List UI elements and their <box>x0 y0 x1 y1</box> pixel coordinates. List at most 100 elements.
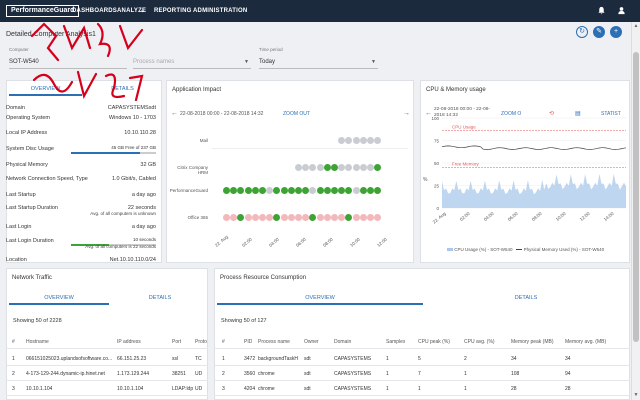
impact-dot[interactable] <box>359 186 367 194</box>
impact-dot[interactable] <box>280 213 288 221</box>
impact-dot[interactable] <box>345 136 353 144</box>
impact-dot[interactable] <box>352 163 360 171</box>
impact-dot[interactable] <box>331 186 338 194</box>
impact-dot[interactable] <box>316 213 324 221</box>
zoom-out-button[interactable]: ZOOM OUT <box>283 111 310 117</box>
impact-dot[interactable] <box>359 163 367 171</box>
impact-dot[interactable] <box>316 186 324 194</box>
nav-dashboards[interactable]: DASHBOARDS <box>72 8 118 14</box>
column-header[interactable]: Owner <box>304 339 319 345</box>
impact-dot[interactable] <box>323 186 331 194</box>
impact-dot[interactable] <box>352 213 360 221</box>
impact-dot[interactable] <box>374 186 382 194</box>
impact-dot[interactable] <box>374 163 382 171</box>
impact-dot[interactable] <box>244 186 252 194</box>
impact-dot[interactable] <box>367 186 374 194</box>
impact-dot[interactable] <box>237 213 245 221</box>
impact-dot[interactable] <box>338 186 346 194</box>
impact-dot[interactable] <box>280 186 288 194</box>
column-header[interactable]: PID <box>244 339 253 345</box>
page-scrollbar[interactable]: ▲ ▼ <box>631 22 640 400</box>
impact-dot[interactable] <box>273 213 281 221</box>
tab-overview[interactable]: OVERVIEW <box>217 295 423 305</box>
impact-dot[interactable] <box>223 186 230 194</box>
forward-arrow-icon[interactable]: → <box>403 110 410 117</box>
scrollbar-thumb[interactable] <box>633 52 639 342</box>
impact-dot[interactable] <box>352 186 360 194</box>
column-header[interactable]: # <box>222 339 225 345</box>
tab-overview[interactable]: OVERVIEW <box>9 86 82 96</box>
impact-dot[interactable] <box>359 213 367 221</box>
impact-dot[interactable] <box>295 163 302 171</box>
impact-dot[interactable] <box>338 213 346 221</box>
impact-dot[interactable] <box>273 186 281 194</box>
impact-dot[interactable] <box>331 163 338 171</box>
impact-dot[interactable] <box>244 213 252 221</box>
column-header[interactable]: Domain <box>334 339 352 345</box>
impact-dot[interactable] <box>323 213 331 221</box>
impact-dot[interactable] <box>287 186 295 194</box>
impact-dot[interactable] <box>295 213 302 221</box>
legend-cpu[interactable]: CPU Usage (%) - SOT-W540 <box>454 247 513 252</box>
impact-dot[interactable] <box>259 186 266 194</box>
column-header[interactable]: Proto <box>195 339 207 345</box>
impact-dot[interactable] <box>309 186 317 194</box>
impact-dot[interactable] <box>266 186 274 194</box>
time-period-select[interactable]: Today ▼ <box>259 56 378 69</box>
impact-dot[interactable] <box>345 213 353 221</box>
refresh-icon[interactable]: ↻ <box>576 26 588 38</box>
tab-overview[interactable]: OVERVIEW <box>9 295 109 305</box>
tab-details[interactable]: DETAILS <box>514 295 538 301</box>
tab-details[interactable]: DETAILS <box>148 295 172 301</box>
column-header[interactable]: Port <box>172 339 182 345</box>
impact-dot[interactable] <box>302 186 310 194</box>
impact-dot[interactable] <box>302 213 310 221</box>
computer-field[interactable]: SOT-W540 <box>9 56 127 69</box>
impact-dot[interactable] <box>295 186 302 194</box>
tab-details[interactable]: DETAILS <box>111 86 134 92</box>
impact-dot[interactable] <box>338 163 346 171</box>
impact-dot[interactable] <box>338 136 346 144</box>
column-header[interactable]: Hostname <box>26 339 49 345</box>
chart-type-icon[interactable]: ▤ <box>575 111 581 117</box>
impact-dot[interactable] <box>251 213 259 221</box>
impact-dot[interactable] <box>374 136 382 144</box>
column-header[interactable]: CPU avg. (%) <box>464 339 495 345</box>
impact-dot[interactable] <box>352 136 360 144</box>
column-header[interactable]: Process name <box>258 339 290 345</box>
impact-dot[interactable] <box>331 213 338 221</box>
impact-dot[interactable] <box>359 136 367 144</box>
performanceguard-logo[interactable]: PerformanceGuard <box>6 5 80 17</box>
column-header[interactable]: Memory avg. (MB) <box>565 339 607 345</box>
back-arrow-icon[interactable]: ← <box>171 110 178 117</box>
back-arrow-icon[interactable]: ← <box>425 110 432 117</box>
process-names-field[interactable]: Process names ▼ <box>133 56 251 69</box>
impact-dot[interactable] <box>345 186 353 194</box>
impact-dot[interactable] <box>367 213 374 221</box>
reset-threshold-icon[interactable]: ⟲ <box>549 111 555 117</box>
impact-dot[interactable] <box>367 136 374 144</box>
impact-dot[interactable] <box>302 163 310 171</box>
column-header[interactable]: CPU peak (%) <box>418 339 450 345</box>
add-icon[interactable]: + <box>610 26 622 38</box>
column-header[interactable]: Samples <box>386 339 406 345</box>
impact-dot[interactable] <box>223 213 230 221</box>
impact-dot[interactable] <box>323 163 331 171</box>
impact-dot[interactable] <box>374 213 382 221</box>
impact-dot[interactable] <box>345 163 353 171</box>
column-header[interactable]: IP address <box>117 339 141 345</box>
zoom-out-button[interactable]: ZOOM O <box>501 111 522 117</box>
impact-dot[interactable] <box>309 213 317 221</box>
statistics-button[interactable]: STATIST <box>601 111 621 117</box>
nav-reporting[interactable]: REPORTING <box>154 8 192 14</box>
bell-icon[interactable] <box>597 6 606 15</box>
impact-dot[interactable] <box>367 163 374 171</box>
scroll-down-icon[interactable]: ▼ <box>633 392 639 398</box>
column-header[interactable]: Memory peak (MB) <box>511 339 554 345</box>
impact-dot[interactable] <box>287 213 295 221</box>
nav-administration[interactable]: ADMINISTRATION <box>193 8 248 14</box>
legend-memory[interactable]: Physical Memory Used (%) - SOT-W540 <box>523 247 605 252</box>
column-header[interactable]: # <box>12 339 15 345</box>
impact-dot[interactable] <box>251 186 259 194</box>
nav-analyze[interactable]: ANALYZE <box>117 8 147 14</box>
